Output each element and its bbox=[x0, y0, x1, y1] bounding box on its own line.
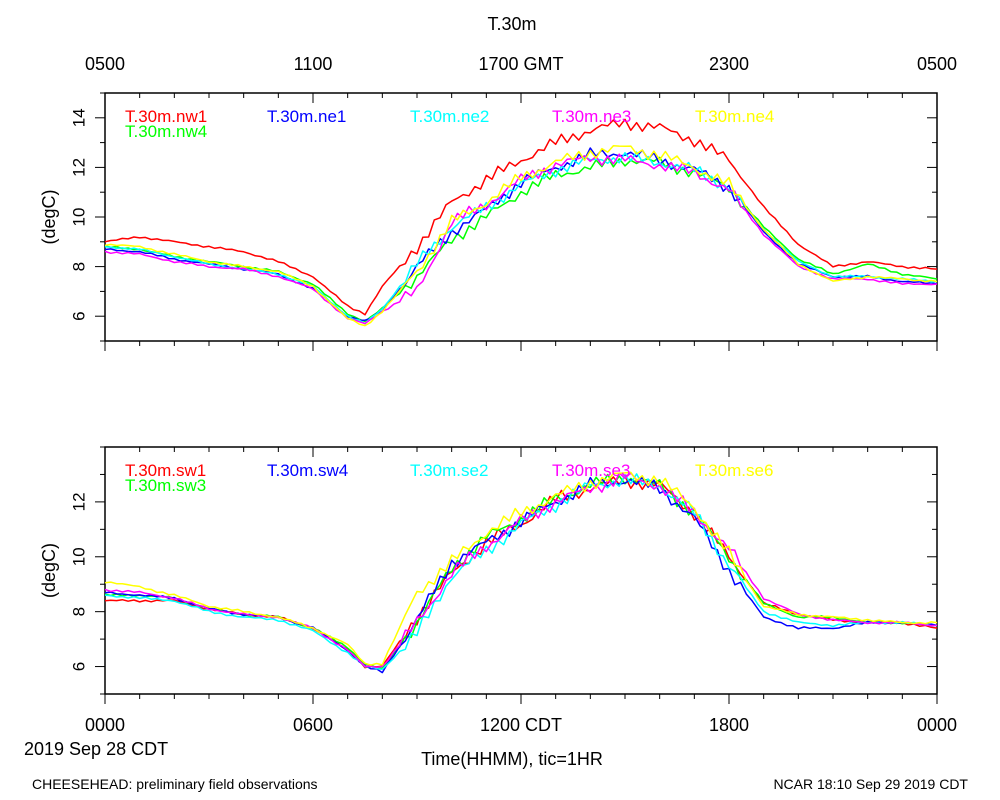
top-axis-tick-label: 1700 GMT bbox=[478, 54, 563, 74]
y-tick-label: 10 bbox=[69, 547, 88, 566]
y-tick-label: 6 bbox=[69, 662, 88, 671]
series-line-T-30m-se6 bbox=[105, 472, 937, 665]
bottom-cdt-axis-labels: 0000 0600 1200 CDT 1800 0000 bbox=[85, 715, 957, 735]
y-tick-label: 14 bbox=[69, 108, 88, 127]
legend-entry: T.30m.ne3 bbox=[552, 107, 631, 126]
y-axis-label: (degC) bbox=[39, 543, 59, 598]
top-axis-tick-label: 2300 bbox=[709, 54, 749, 74]
series-line-T-30m-nw1 bbox=[105, 119, 937, 314]
y-tick-label: 8 bbox=[69, 607, 88, 616]
legend-entry: T.30m.ne2 bbox=[410, 107, 489, 126]
legend-entry: T.30m.nw4 bbox=[125, 122, 207, 141]
series-line-T-30m-sw4 bbox=[105, 477, 937, 672]
bottom-axis-tick-label: 0000 bbox=[85, 715, 125, 735]
chart-figure: T.30m 0500 1100 1700 GMT 2300 0500 6 8 10 12 14 (… bbox=[0, 0, 1000, 800]
plot-frame bbox=[105, 93, 937, 341]
legend-entry: T.30m.sw4 bbox=[267, 461, 348, 480]
legend-entry: T.30m.ne1 bbox=[267, 107, 346, 126]
top-axis-tick-label: 0500 bbox=[917, 54, 957, 74]
y-tick-label: 6 bbox=[69, 311, 88, 320]
y-tick-label: 12 bbox=[69, 158, 88, 177]
top-panel: 68101214(degC)T.30m.nw1T.30m.nw4T.30m.ne… bbox=[39, 93, 937, 351]
legend-entry: T.30m.se2 bbox=[410, 461, 488, 480]
series-line-T-30m-ne4 bbox=[105, 146, 937, 326]
bottom-panel: 681012(degC)T.30m.sw1T.30m.sw3T.30m.sw4T… bbox=[39, 447, 937, 704]
bottom-axis-tick-label: 1800 bbox=[709, 715, 749, 735]
bottom-axis-tick-label: 1200 CDT bbox=[480, 715, 562, 735]
legend-entry: T.30m.ne4 bbox=[695, 107, 774, 126]
legend-entry: T.30m.se6 bbox=[695, 461, 773, 480]
series-line-T-30m-sw1 bbox=[105, 476, 937, 668]
top-axis-tick-label: 1100 bbox=[294, 54, 333, 74]
legend-entry: T.30m.sw3 bbox=[125, 476, 206, 495]
plot-frame bbox=[105, 447, 937, 694]
footer-left: CHEESEHEAD: preliminary field observatio… bbox=[32, 776, 318, 792]
x-axis-label: Time(HHMM), tic=1HR bbox=[421, 749, 603, 769]
series-line-T-30m-se3 bbox=[105, 473, 937, 668]
legend-entry: T.30m.se3 bbox=[552, 461, 630, 480]
y-tick-label: 12 bbox=[69, 492, 88, 511]
series-line-T-30m-se2 bbox=[105, 474, 937, 670]
y-tick-label: 8 bbox=[69, 262, 88, 271]
y-axis-label: (degC) bbox=[39, 189, 59, 244]
bottom-axis-tick-label: 0600 bbox=[293, 715, 333, 735]
date-label: 2019 Sep 28 CDT bbox=[24, 739, 168, 759]
bottom-axis-tick-label: 0000 bbox=[917, 715, 957, 735]
footer-right: NCAR 18:10 Sep 29 2019 CDT bbox=[773, 776, 968, 792]
top-gmt-axis-labels: 0500 1100 1700 GMT 2300 0500 bbox=[85, 54, 957, 74]
series-line-T-30m-ne2 bbox=[105, 152, 937, 324]
top-axis-tick-label: 0500 bbox=[85, 54, 125, 74]
y-tick-label: 10 bbox=[69, 208, 88, 227]
series-line-T-30m-sw3 bbox=[105, 475, 937, 669]
chart-title: T.30m bbox=[487, 14, 536, 34]
